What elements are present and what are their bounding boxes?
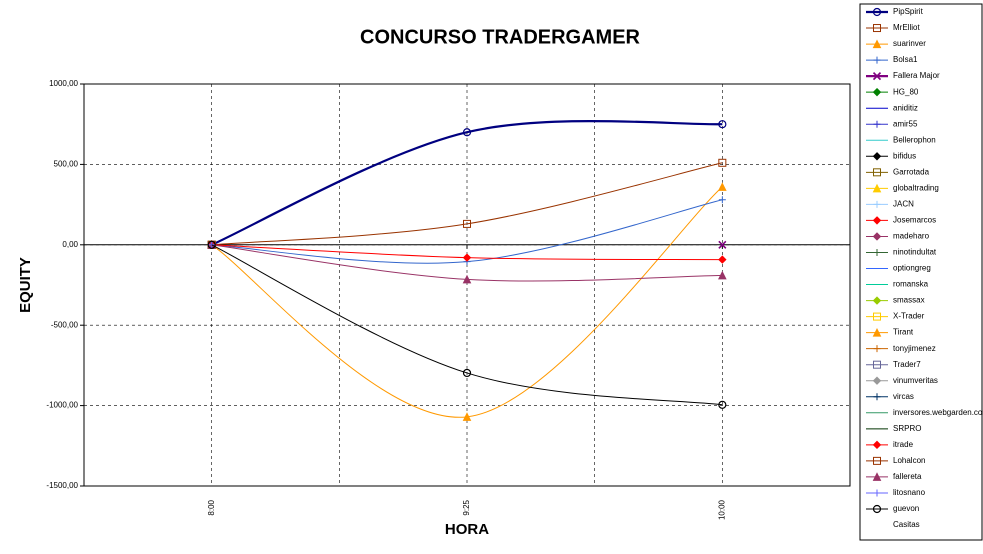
marker — [718, 270, 727, 280]
legend-label: Tirant — [893, 328, 914, 337]
marker — [873, 248, 881, 256]
chart-title: CONCURSO TRADERGAMER — [360, 26, 641, 48]
legend-label: bifidus — [893, 151, 916, 160]
marker — [872, 87, 882, 97]
marker — [872, 216, 882, 225]
x-tick-label: 8:00 — [207, 499, 216, 515]
series-line — [211, 119, 723, 246]
marker — [462, 368, 472, 378]
marker — [872, 328, 882, 337]
marker — [718, 255, 727, 264]
legend-label: suarinver — [893, 39, 926, 48]
series-line — [211, 162, 723, 246]
y-tick-label: 500,00 — [54, 160, 79, 169]
marker — [872, 296, 882, 305]
legend-label: Josemarcos — [893, 216, 936, 225]
marker — [207, 240, 216, 249]
marker — [718, 400, 727, 409]
y-tick-label: 0,00 — [62, 240, 78, 249]
legend-label: Fallera Major — [893, 71, 940, 80]
legend-label: optiongreg — [893, 264, 931, 273]
legend-label: JACN — [893, 199, 914, 208]
x-tick-label: 10:00 — [717, 499, 726, 520]
marker — [872, 504, 882, 514]
marker — [873, 312, 881, 321]
y-tick-label: -1000,00 — [46, 401, 78, 410]
marker — [462, 274, 472, 284]
legend-label: romanska — [893, 280, 929, 289]
marker — [463, 219, 471, 228]
legend-label: itrade — [893, 440, 914, 449]
marker — [462, 412, 472, 421]
legend-label: amir55 — [893, 119, 918, 128]
y-tick-label: 1000,00 — [49, 79, 78, 88]
legend-label: SRPRO — [893, 424, 921, 433]
legend-label: Bolsa1 — [893, 55, 918, 64]
marker — [872, 183, 882, 193]
legend-label: Bellerophon — [893, 135, 936, 144]
marker — [462, 253, 472, 262]
legend-label: globaltrading — [893, 183, 939, 192]
legend-label: Trader7 — [893, 360, 921, 369]
x-tick-label: 9:25 — [462, 499, 471, 515]
marker — [872, 472, 882, 481]
series-line — [211, 244, 723, 406]
legend-label: HG_80 — [893, 87, 919, 96]
marker — [872, 440, 882, 450]
marker — [873, 120, 881, 128]
marker — [872, 376, 882, 385]
legend-label: aniditiz — [893, 103, 918, 112]
legend-label: madeharo — [893, 232, 930, 241]
legend-label: MrElliot — [893, 23, 920, 32]
marker — [872, 232, 882, 241]
marker — [872, 72, 882, 81]
legend-label: Casitas — [893, 520, 920, 529]
legend-label: PipSpirit — [893, 7, 924, 16]
legend-label: inversores.webgarden.com — [893, 408, 983, 417]
x-axis-title: HORA — [445, 521, 489, 538]
marker — [872, 7, 882, 17]
marker — [873, 56, 881, 64]
marker — [718, 120, 727, 129]
marker — [718, 240, 727, 249]
legend-label: Garrotada — [893, 167, 930, 176]
marker — [873, 168, 881, 177]
legend-label: smassax — [893, 296, 925, 305]
y-axis-title: EQUITY — [17, 257, 34, 313]
marker — [462, 128, 472, 137]
legend-label: Lohalcon — [893, 456, 925, 465]
legend-label: vinumveritas — [893, 376, 938, 385]
y-tick-label: -1500,00 — [46, 481, 78, 490]
marker — [872, 39, 882, 49]
legend-label: guevon — [893, 504, 919, 513]
marker — [873, 360, 881, 369]
marker — [873, 489, 881, 497]
legend-label: fallereta — [893, 472, 922, 481]
marker — [873, 200, 881, 208]
marker — [873, 393, 881, 401]
marker — [873, 456, 881, 465]
marker — [873, 345, 881, 353]
y-tick-label: -500,00 — [51, 320, 79, 329]
legend-label: tonyjimenez — [893, 344, 936, 353]
marker — [718, 182, 727, 191]
marker — [872, 152, 882, 161]
legend-label: X-Trader — [893, 312, 925, 321]
marker — [718, 158, 727, 167]
legend-box — [859, 3, 983, 541]
legend-label: litosnano — [893, 488, 926, 497]
marker — [873, 24, 881, 33]
marker — [718, 196, 726, 204]
legend-label: ninotindultat — [893, 248, 937, 257]
legend-label: vircas — [893, 392, 914, 401]
